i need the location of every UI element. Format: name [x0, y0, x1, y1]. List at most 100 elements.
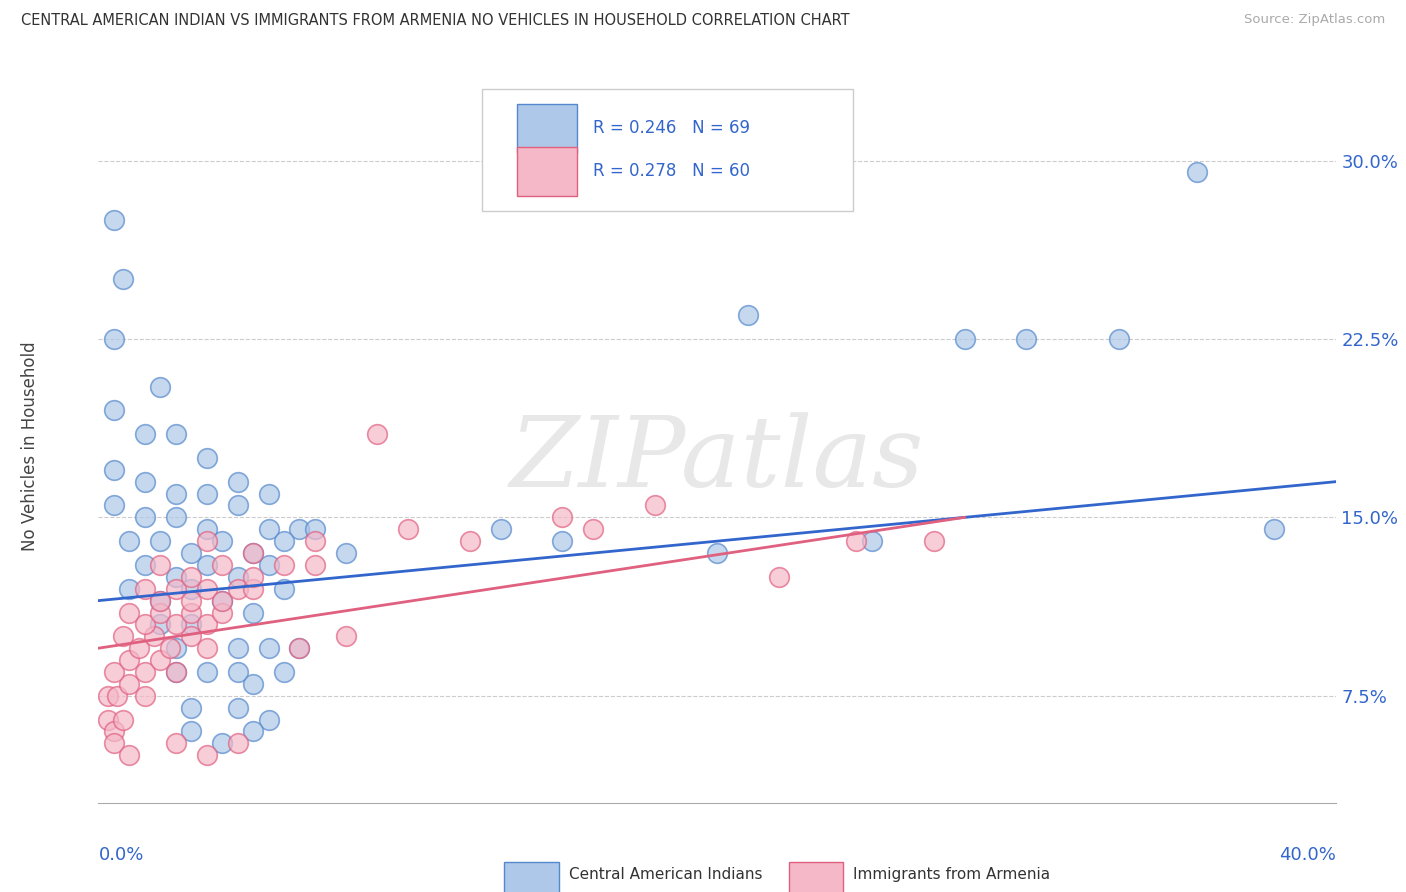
Point: [134, 582, 156, 596]
Point: [489, 522, 512, 536]
Point: [180, 606, 202, 620]
Point: [706, 546, 728, 560]
Point: [134, 617, 156, 632]
Point: [226, 475, 249, 489]
Point: [273, 582, 295, 596]
Point: [242, 677, 264, 691]
FancyBboxPatch shape: [789, 862, 844, 892]
Point: [273, 558, 295, 572]
Point: [242, 724, 264, 739]
Point: [103, 463, 125, 477]
Point: [149, 617, 172, 632]
Point: [737, 308, 759, 322]
Text: Source: ZipAtlas.com: Source: ZipAtlas.com: [1244, 13, 1385, 27]
FancyBboxPatch shape: [516, 146, 578, 196]
Point: [112, 629, 135, 643]
Point: [103, 665, 125, 679]
Point: [211, 736, 233, 750]
Point: [211, 593, 233, 607]
Point: [273, 534, 295, 549]
Point: [242, 570, 264, 584]
Point: [149, 558, 172, 572]
Point: [149, 534, 172, 549]
Point: [195, 558, 218, 572]
Point: [143, 629, 166, 643]
Point: [226, 736, 249, 750]
Point: [97, 713, 120, 727]
Point: [134, 475, 156, 489]
Point: [118, 677, 141, 691]
Point: [242, 582, 264, 596]
Point: [195, 748, 218, 763]
Point: [118, 582, 141, 596]
Text: Central American Indians: Central American Indians: [568, 867, 762, 881]
Point: [195, 641, 218, 656]
Point: [180, 593, 202, 607]
Point: [180, 617, 202, 632]
Point: [134, 427, 156, 442]
Point: [1015, 332, 1038, 346]
Point: [335, 546, 357, 560]
Point: [195, 522, 218, 536]
Point: [103, 332, 125, 346]
Point: [242, 546, 264, 560]
Text: R = 0.278   N = 60: R = 0.278 N = 60: [593, 162, 751, 180]
Text: ZIPatlas: ZIPatlas: [510, 413, 924, 508]
Point: [273, 665, 295, 679]
Point: [226, 582, 249, 596]
Point: [257, 713, 280, 727]
Point: [304, 558, 326, 572]
Point: [644, 499, 666, 513]
Point: [149, 379, 172, 393]
Point: [118, 653, 141, 667]
Point: [257, 486, 280, 500]
Point: [165, 665, 187, 679]
Point: [180, 700, 202, 714]
Point: [396, 522, 419, 536]
Point: [195, 534, 218, 549]
Point: [366, 427, 388, 442]
Point: [103, 213, 125, 227]
Point: [118, 606, 141, 620]
Point: [149, 593, 172, 607]
Point: [149, 606, 172, 620]
Point: [922, 534, 945, 549]
Text: R = 0.246   N = 69: R = 0.246 N = 69: [593, 120, 751, 137]
Point: [211, 534, 233, 549]
Point: [551, 534, 574, 549]
Point: [195, 486, 218, 500]
Point: [112, 272, 135, 286]
Point: [195, 582, 218, 596]
Point: [1108, 332, 1130, 346]
Point: [165, 582, 187, 596]
Point: [226, 499, 249, 513]
Point: [195, 617, 218, 632]
Point: [180, 629, 202, 643]
Point: [180, 582, 202, 596]
Point: [304, 534, 326, 549]
Point: [165, 486, 187, 500]
Point: [257, 522, 280, 536]
Point: [288, 522, 311, 536]
Point: [195, 665, 218, 679]
Point: [1185, 165, 1208, 179]
Point: [288, 641, 311, 656]
Point: [128, 641, 150, 656]
Point: [134, 665, 156, 679]
Point: [103, 736, 125, 750]
Point: [165, 736, 187, 750]
FancyBboxPatch shape: [505, 862, 558, 892]
FancyBboxPatch shape: [516, 103, 578, 153]
Point: [226, 665, 249, 679]
Text: 0.0%: 0.0%: [98, 846, 143, 863]
Point: [211, 593, 233, 607]
Point: [165, 427, 187, 442]
Point: [105, 689, 128, 703]
Point: [134, 510, 156, 524]
Point: [551, 510, 574, 524]
Point: [149, 593, 172, 607]
Point: [242, 546, 264, 560]
Point: [180, 724, 202, 739]
Point: [242, 606, 264, 620]
Point: [165, 570, 187, 584]
